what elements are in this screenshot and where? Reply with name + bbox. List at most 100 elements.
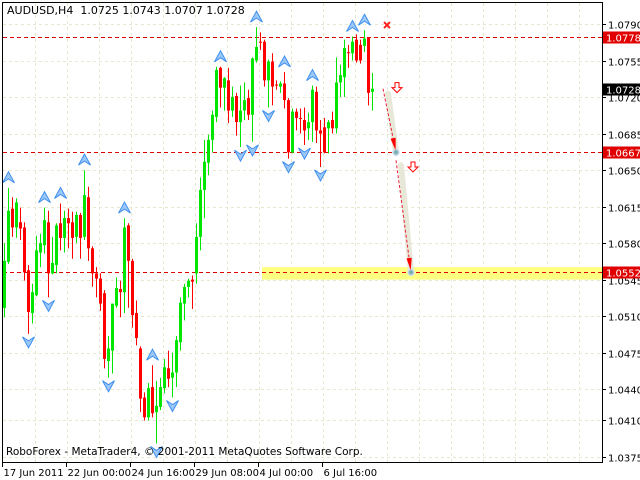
- candle-body: [275, 84, 278, 86]
- candle-body: [43, 220, 46, 246]
- candle: [119, 280, 122, 318]
- candle: [91, 246, 94, 287]
- fractal-up-arrow-icon: [146, 348, 159, 361]
- fractal-down-arrow-icon: [22, 336, 35, 349]
- fractal-up-arrow-icon: [278, 54, 291, 68]
- candle: [175, 335, 178, 388]
- fractal-down-arrow-icon: [314, 169, 327, 182]
- stop-cross-icon: [383, 21, 391, 29]
- candle: [167, 350, 170, 388]
- candle-body: [295, 111, 298, 118]
- candle-body: [167, 368, 170, 379]
- candle-body: [323, 127, 326, 153]
- candle-body: [227, 80, 230, 111]
- candle: [247, 89, 250, 120]
- candle: [259, 32, 262, 51]
- y-tick-label: 1.0545: [608, 277, 640, 288]
- candle: [111, 303, 114, 374]
- candle-body: [367, 37, 370, 93]
- candle-body: [339, 75, 342, 83]
- candle: [323, 117, 326, 154]
- candle: [3, 243, 6, 318]
- candle: [131, 258, 134, 328]
- candle-body: [347, 52, 350, 54]
- target-zone: [262, 267, 602, 280]
- fractal-down-arrow-icon: [150, 446, 163, 459]
- candle-body: [215, 69, 218, 117]
- candle-body: [267, 61, 270, 81]
- candle-body: [191, 279, 194, 282]
- candle-body: [283, 83, 286, 101]
- candle-body: [363, 38, 366, 46]
- candle: [291, 108, 294, 154]
- candle: [343, 39, 346, 98]
- candle-body: [71, 222, 74, 238]
- candle: [227, 67, 230, 124]
- candle-body: [371, 88, 374, 92]
- candle: [55, 223, 58, 274]
- candle-body: [87, 197, 90, 249]
- candle-body: [315, 91, 318, 131]
- candle: [243, 82, 246, 120]
- candle-body: [259, 41, 262, 43]
- candle-body: [291, 111, 294, 153]
- candle: [155, 380, 158, 444]
- fractal-arrows: [2, 10, 371, 459]
- x-tick-label: 22 Jun 00:00: [68, 468, 132, 479]
- fractal-down-arrow-icon: [246, 144, 259, 157]
- y-tick-label: 1.0685: [608, 131, 640, 142]
- candle: [363, 30, 366, 53]
- candle-body: [179, 302, 182, 343]
- y-tick-label: 1.0755: [608, 58, 640, 69]
- candle-body: [75, 214, 78, 237]
- candle-body: [39, 243, 42, 253]
- candle-body: [139, 348, 142, 399]
- candle-body: [239, 110, 242, 123]
- fractal-down-arrow-icon: [298, 147, 311, 161]
- candle-body: [103, 293, 106, 359]
- candle: [95, 267, 98, 298]
- y-tick-label: 1.0720: [608, 94, 640, 105]
- candle-body: [3, 260, 6, 308]
- x-tick-label: 24 Jun 16:00: [132, 468, 196, 479]
- level-label-bg: [603, 146, 640, 159]
- candle: [315, 86, 318, 143]
- candle-body: [207, 139, 210, 163]
- candle: [79, 212, 82, 259]
- candle-body: [331, 119, 334, 129]
- forecast-point: [392, 148, 400, 157]
- candle-body: [59, 223, 62, 238]
- candle-body: [159, 387, 162, 407]
- candle-body: [335, 82, 338, 129]
- x-tick-label: 6 Jul 16:00: [324, 468, 378, 479]
- candle: [183, 283, 186, 321]
- forecast-point: [407, 268, 415, 277]
- fractal-up-arrow-icon: [346, 19, 359, 32]
- candle: [71, 211, 74, 259]
- candle-body: [131, 260, 134, 316]
- candle: [275, 80, 278, 90]
- y-tick-label: 1.0615: [608, 204, 640, 215]
- candle-body: [119, 289, 122, 293]
- candle: [215, 66, 218, 123]
- forecast-arrow-line: [395, 160, 411, 268]
- fractal-down-arrow-icon: [42, 299, 55, 313]
- candle: [159, 377, 162, 411]
- candle-body: [359, 44, 362, 61]
- candle: [151, 365, 154, 418]
- candle-body: [135, 313, 138, 339]
- candle: [127, 223, 130, 308]
- candle: [359, 39, 362, 64]
- candle: [367, 37, 370, 106]
- candle-body: [279, 83, 282, 87]
- candle-body: [187, 280, 190, 287]
- candle-body: [123, 227, 126, 293]
- fractal-down-arrow-icon: [166, 400, 179, 413]
- candle-body: [151, 387, 154, 414]
- candle: [39, 233, 42, 268]
- candle: [351, 36, 354, 61]
- candle: [331, 111, 334, 134]
- candle: [339, 64, 342, 98]
- candle: [75, 211, 78, 244]
- candle: [35, 235, 38, 297]
